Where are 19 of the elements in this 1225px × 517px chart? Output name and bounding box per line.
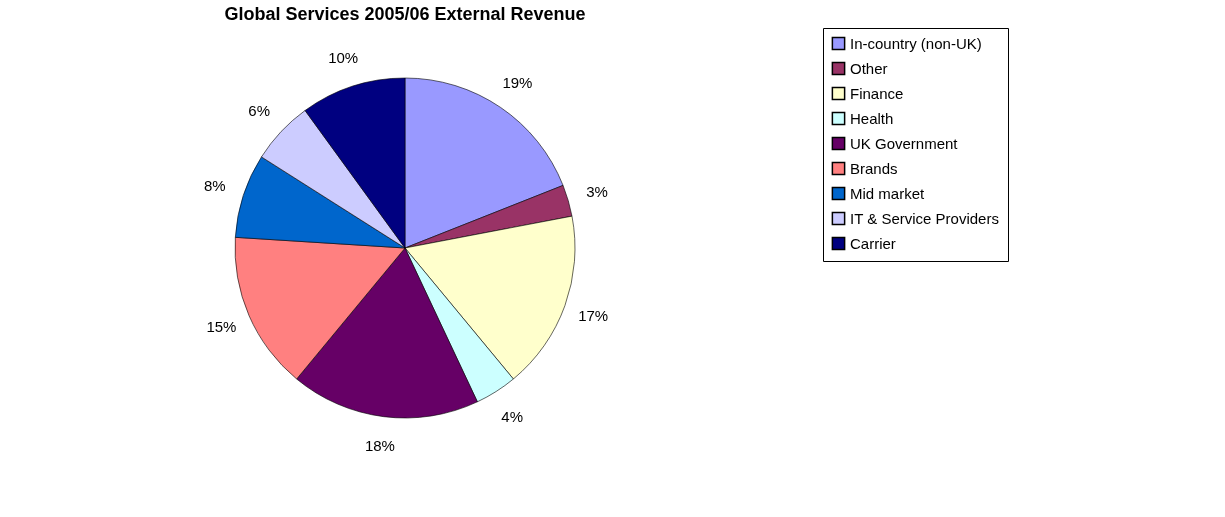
chart-title: Global Services 2005/06 External Revenue bbox=[224, 3, 586, 24]
data-label: 18% bbox=[364, 437, 395, 455]
legend-label: Carrier bbox=[850, 234, 896, 252]
data-label: 10% bbox=[328, 48, 359, 66]
legend-label: Mid market bbox=[850, 184, 926, 202]
legend-label: UK Government bbox=[850, 134, 959, 152]
data-label: 17% bbox=[578, 306, 609, 324]
data-label: 4% bbox=[501, 407, 524, 425]
data-label: 6% bbox=[248, 102, 271, 120]
legend-label: IT & Service Providers bbox=[850, 209, 999, 227]
data-label: 15% bbox=[206, 318, 237, 336]
data-label: 3% bbox=[586, 183, 608, 201]
legend-label: Brands bbox=[850, 159, 898, 177]
legend-label: Other bbox=[850, 59, 888, 77]
data-label: 19% bbox=[502, 73, 533, 91]
data-label: 8% bbox=[203, 177, 226, 195]
legend-label: Health bbox=[850, 109, 894, 127]
legend-label: Finance bbox=[850, 84, 904, 102]
legend-label: In-country (non-UK) bbox=[850, 34, 982, 52]
